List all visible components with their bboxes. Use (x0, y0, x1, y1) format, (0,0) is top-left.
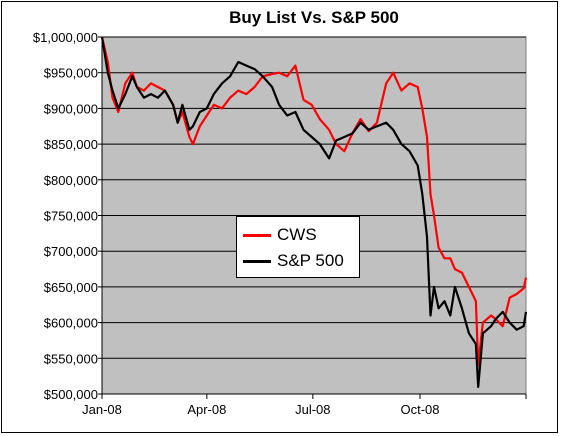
y-tick-label: $800,000 (44, 173, 98, 188)
y-axis-ticks: $500,000 $550,000 $600,000 $650,000 $700,000… (33, 30, 102, 402)
y-tick-label: $700,000 (44, 244, 98, 259)
legend-item-sp500: S&P 500 (243, 251, 344, 271)
legend: CWS S&P 500 (236, 216, 360, 278)
legend-swatch-sp500 (243, 259, 271, 263)
x-axis-ticks: Jan-08 Apr-08 Jul-08 Oct-08 (82, 394, 527, 417)
y-tick-label: $600,000 (44, 316, 98, 331)
y-tick-label: $550,000 (44, 351, 98, 366)
series-layer (100, 36, 528, 388)
legend-item-cws: CWS (243, 225, 317, 245)
legend-label-cws: CWS (277, 225, 317, 244)
y-tick-label: $500,000 (44, 387, 98, 402)
x-tick-label: Oct-08 (400, 402, 439, 417)
y-tick-label: $1,000,000 (33, 30, 98, 45)
legend-swatch-cws (243, 233, 271, 237)
series-line-sp500 (100, 36, 528, 388)
y-tick-label: $650,000 (44, 280, 98, 295)
legend-label-sp500: S&P 500 (277, 251, 344, 270)
chart-title: Buy List Vs. S&P 500 (229, 8, 399, 27)
x-tick-label: Jan-08 (82, 402, 122, 417)
x-tick-label: Jul-08 (295, 402, 330, 417)
y-tick-label: $850,000 (44, 137, 98, 152)
x-tick-label: Apr-08 (187, 402, 226, 417)
y-tick-label: $950,000 (44, 66, 98, 81)
y-tick-label: $750,000 (44, 209, 98, 224)
y-tick-label: $900,000 (44, 101, 98, 116)
